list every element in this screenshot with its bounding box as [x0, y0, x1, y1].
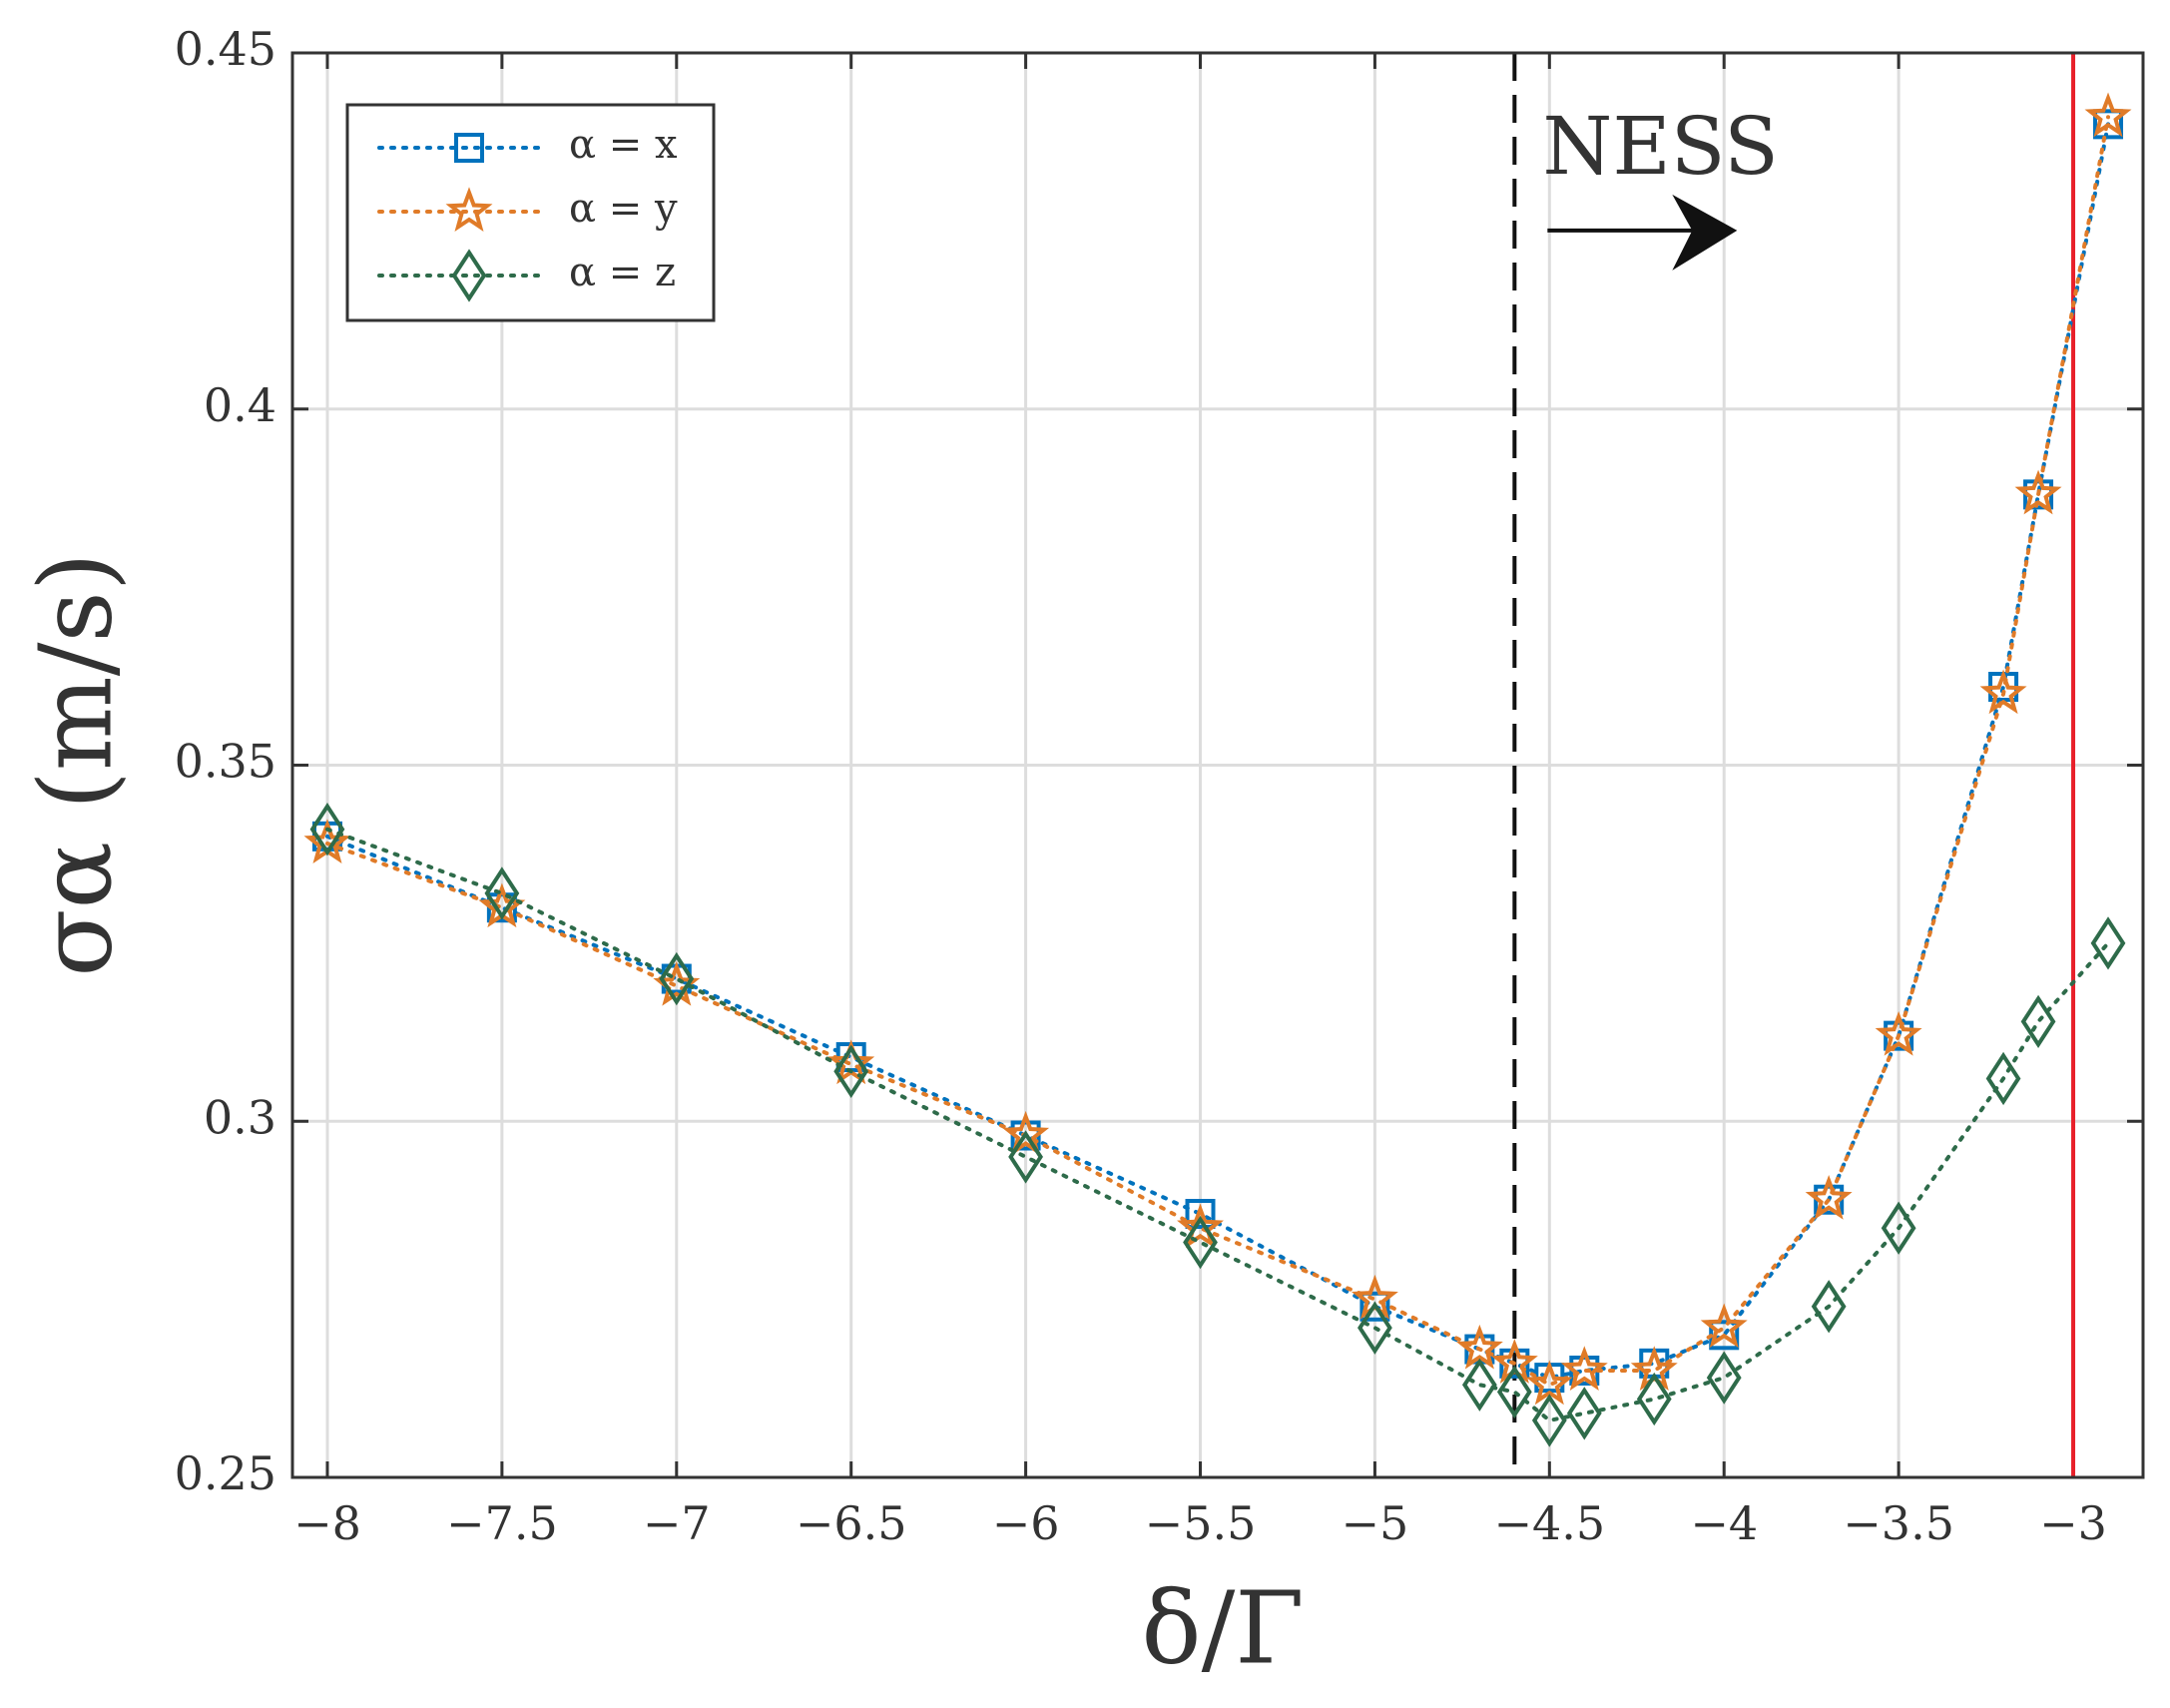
- y-axis-label: σα (m/s): [18, 552, 135, 976]
- marker: [2014, 469, 2062, 515]
- marker: [1357, 1301, 1392, 1355]
- marker: [1566, 1387, 1602, 1440]
- marker: [1177, 1203, 1224, 1249]
- marker: [1805, 1175, 1853, 1220]
- legend-label: α = x: [569, 122, 678, 168]
- y-tick-label: 0.3: [204, 1090, 276, 1144]
- marker: [1531, 1394, 1567, 1447]
- annotation: NESS: [1542, 100, 1779, 193]
- marker: [1706, 1351, 1742, 1405]
- series-line: [324, 115, 2111, 1388]
- legend-box: [345, 103, 716, 322]
- marker: [2090, 916, 2126, 970]
- marker: [659, 951, 695, 1006]
- marker: [309, 803, 345, 856]
- axes-box: [290, 51, 2145, 1479]
- x-tick-label: −7: [643, 1496, 711, 1550]
- marker: [1700, 1303, 1748, 1349]
- x-axis-label: δ/Γ: [1141, 1570, 1304, 1687]
- marker: [484, 866, 520, 920]
- marker: [445, 187, 493, 232]
- marker: [2084, 92, 2132, 138]
- x-tick-label: −4: [1690, 1496, 1758, 1550]
- marker: [1636, 1372, 1672, 1426]
- marker: [1875, 1010, 1922, 1056]
- marker: [1002, 1110, 1050, 1156]
- marker: [1496, 1365, 1532, 1420]
- marker: [1359, 1291, 1390, 1322]
- marker: [1461, 1358, 1497, 1412]
- marker: [2093, 109, 2124, 140]
- marker: [454, 133, 484, 163]
- y-tick-label: 0.4: [204, 378, 276, 432]
- marker: [1979, 669, 2027, 715]
- marker: [1455, 1324, 1503, 1370]
- x-tick-label: −6.5: [796, 1496, 907, 1550]
- legend-label: α = y: [569, 186, 678, 232]
- annotation-arrowhead: [1672, 194, 1738, 271]
- marker: [1185, 1199, 1216, 1230]
- x-tick-label: −3: [2039, 1496, 2107, 1550]
- x-tick-label: −8: [293, 1496, 361, 1550]
- legend-label: α = z: [569, 250, 676, 295]
- x-tick-label: −5: [1342, 1496, 1409, 1550]
- marker: [1525, 1360, 1573, 1406]
- y-tick-label: 0.25: [175, 1446, 276, 1500]
- marker: [451, 249, 487, 302]
- x-tick-label: −7.5: [446, 1496, 558, 1550]
- legend: α = x α = y α = z: [345, 103, 716, 322]
- marker: [1811, 1280, 1847, 1334]
- x-tick-label: −6: [992, 1496, 1060, 1550]
- marker: [2020, 994, 2056, 1049]
- marker: [1008, 1130, 1043, 1184]
- marker: [1183, 1215, 1218, 1270]
- y-tick-label: 0.45: [175, 22, 276, 76]
- x-tick-label: −4.5: [1493, 1496, 1605, 1550]
- x-tick-label: −3.5: [1843, 1496, 1954, 1550]
- marker: [833, 1044, 869, 1098]
- marker: [1985, 1051, 2021, 1106]
- marker: [1881, 1201, 1916, 1255]
- y-tick-label: 0.35: [175, 735, 276, 789]
- x-tick-label: −5.5: [1145, 1496, 1257, 1550]
- marker: [1560, 1346, 1608, 1391]
